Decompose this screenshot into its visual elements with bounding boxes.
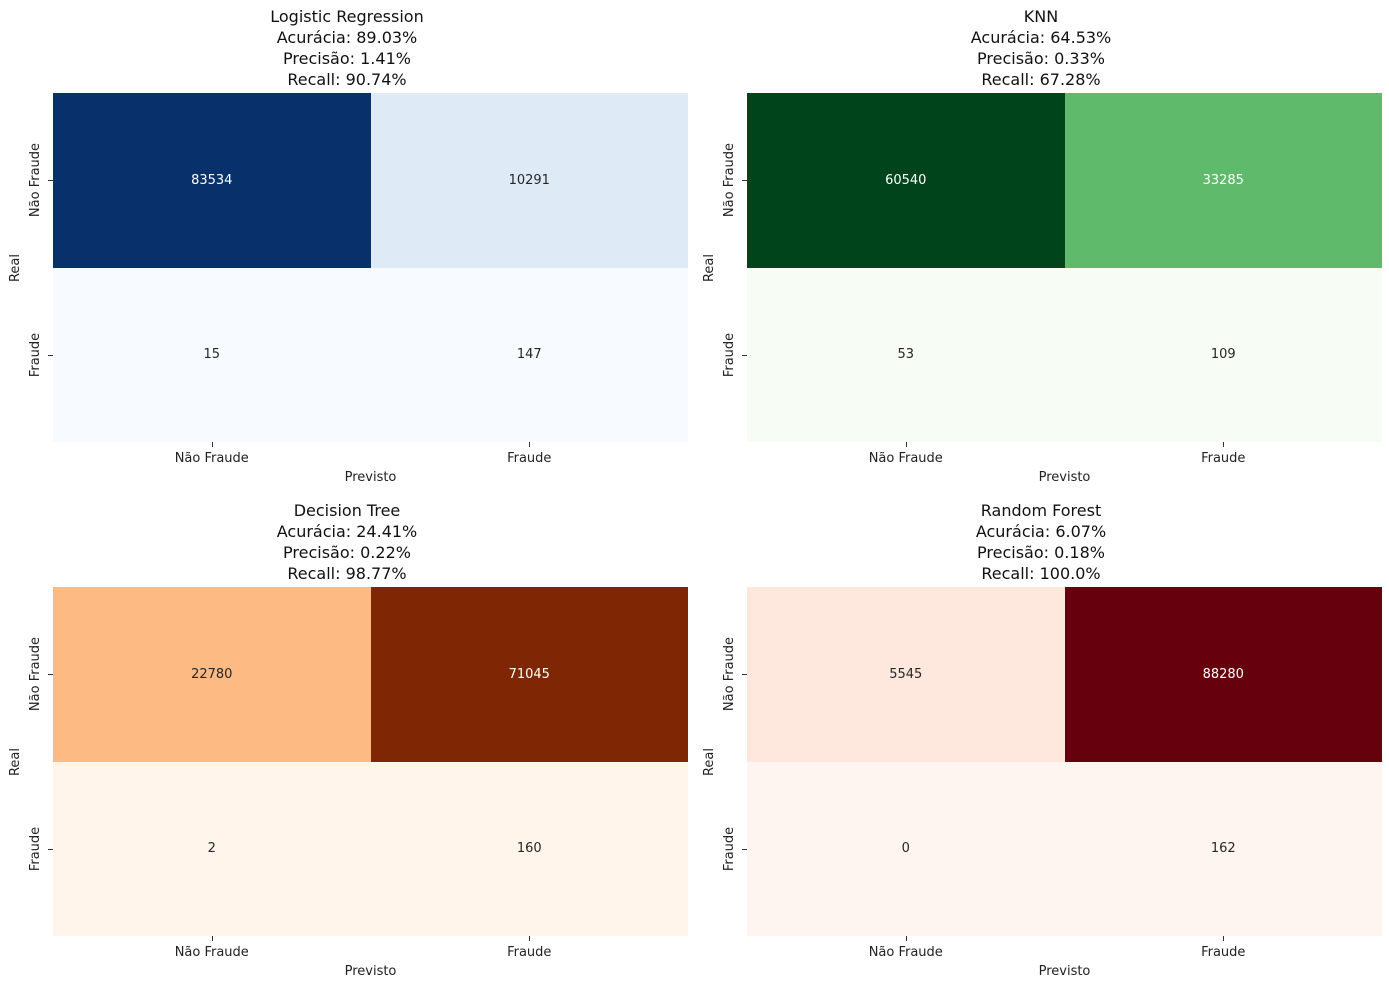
x-tick-mark <box>905 442 907 447</box>
heatmap-cell: 53 <box>747 267 1065 442</box>
x-axis-label: Previsto <box>1038 470 1091 485</box>
panel-knn: KNN Acurácia: 64.53% Precisão: 0.33% Recall… <box>694 0 1388 494</box>
chart-title-block: Logistic Regression Acurácia: 89.03% Preci… <box>0 6 694 90</box>
y-tick-label: Não Fraude <box>722 637 737 712</box>
heatmap-cell: 2 <box>53 761 371 936</box>
y-tick-mark <box>48 180 53 182</box>
y-tick-mark <box>48 354 53 356</box>
x-tick-mark <box>1223 936 1225 941</box>
heatmap-cell: 147 <box>370 267 688 442</box>
panel-decision-tree: Decision Tree Acurácia: 24.41% Precisão: 0… <box>0 494 694 988</box>
x-tick-label: Não Fraude <box>868 945 943 960</box>
y-tick-label: Fraude <box>28 826 43 871</box>
x-tick-label: Fraude <box>1201 451 1246 466</box>
x-axis-label: Previsto <box>344 964 397 979</box>
y-tick-label: Fraude <box>28 332 43 377</box>
y-axis-label: Real <box>8 747 23 776</box>
heatmap-cell: 83534 <box>53 93 371 268</box>
x-tick-mark <box>529 442 531 447</box>
chart-metric: Precisão: 0.22% <box>283 543 411 562</box>
x-tick-mark <box>905 936 907 941</box>
x-tick-label: Fraude <box>507 945 552 960</box>
y-axis-label: Real <box>702 747 717 776</box>
chart-metric: Recall: 100.0% <box>981 564 1101 583</box>
heatmap-cell: 0 <box>747 761 1065 936</box>
panel-random-forest: Random Forest Acurácia: 6.07% Precisão: 0.… <box>694 494 1388 988</box>
heatmap-cell: 88280 <box>1064 587 1382 762</box>
chart-title-block: Decision Tree Acurácia: 24.41% Precisão: 0… <box>0 500 694 584</box>
chart-metric: Recall: 67.28% <box>981 70 1101 89</box>
heatmap-cell: 109 <box>1064 267 1382 442</box>
x-tick-mark <box>529 936 531 941</box>
y-tick-label: Não Fraude <box>28 143 43 218</box>
chart-title: Logistic Regression <box>270 7 424 26</box>
x-tick-mark <box>1223 442 1225 447</box>
chart-metric: Acurácia: 89.03% <box>276 28 418 47</box>
heatmap-cell: 33285 <box>1064 93 1382 268</box>
y-tick-label: Fraude <box>722 826 737 871</box>
heatmap-cell: 162 <box>1064 761 1382 936</box>
heatmap-cell: 22780 <box>53 587 371 762</box>
x-tick-label: Não Fraude <box>868 451 943 466</box>
heatmap-cell: 160 <box>370 761 688 936</box>
y-axis-label: Real <box>702 253 717 282</box>
chart-metric: Recall: 90.74% <box>287 70 407 89</box>
y-axis-label: Real <box>8 253 23 282</box>
heatmap-cell: 5545 <box>747 587 1065 762</box>
x-tick-mark <box>211 442 213 447</box>
y-tick-mark <box>742 848 747 850</box>
x-axis-label: Previsto <box>1038 964 1091 979</box>
chart-title: Random Forest <box>980 501 1102 520</box>
y-tick-mark <box>742 180 747 182</box>
heatmap-cell: 10291 <box>370 93 688 268</box>
chart-metric: Precisão: 0.18% <box>977 543 1105 562</box>
x-tick-label: Fraude <box>1201 945 1246 960</box>
chart-metric: Acurácia: 24.41% <box>276 522 418 541</box>
chart-title-block: KNN Acurácia: 64.53% Precisão: 0.33% Recall… <box>694 6 1388 90</box>
chart-metric: Recall: 98.77% <box>287 564 407 583</box>
x-axis-label: Previsto <box>344 470 397 485</box>
heatmap-cell: 60540 <box>747 93 1065 268</box>
x-tick-label: Fraude <box>507 451 552 466</box>
y-tick-mark <box>48 848 53 850</box>
y-tick-label: Fraude <box>722 332 737 377</box>
y-tick-mark <box>742 674 747 676</box>
x-tick-label: Não Fraude <box>174 451 249 466</box>
chart-metric: Precisão: 1.41% <box>283 49 411 68</box>
y-tick-mark <box>742 354 747 356</box>
y-tick-label: Não Fraude <box>28 637 43 712</box>
x-tick-mark <box>211 936 213 941</box>
chart-title: Decision Tree <box>293 501 401 520</box>
heatmap-cell: 15 <box>53 267 371 442</box>
panel-logistic-regression: Logistic Regression Acurácia: 89.03% Preci… <box>0 0 694 494</box>
y-tick-mark <box>48 674 53 676</box>
chart-metric: Precisão: 0.33% <box>977 49 1105 68</box>
chart-title-block: Random Forest Acurácia: 6.07% Precisão: 0.… <box>694 500 1388 584</box>
chart-metric: Acurácia: 64.53% <box>970 28 1112 47</box>
heatmap-cell: 71045 <box>370 587 688 762</box>
chart-metric: Acurácia: 6.07% <box>975 522 1107 541</box>
chart-title: KNN <box>1023 7 1059 26</box>
x-tick-label: Não Fraude <box>174 945 249 960</box>
y-tick-label: Não Fraude <box>722 143 737 218</box>
